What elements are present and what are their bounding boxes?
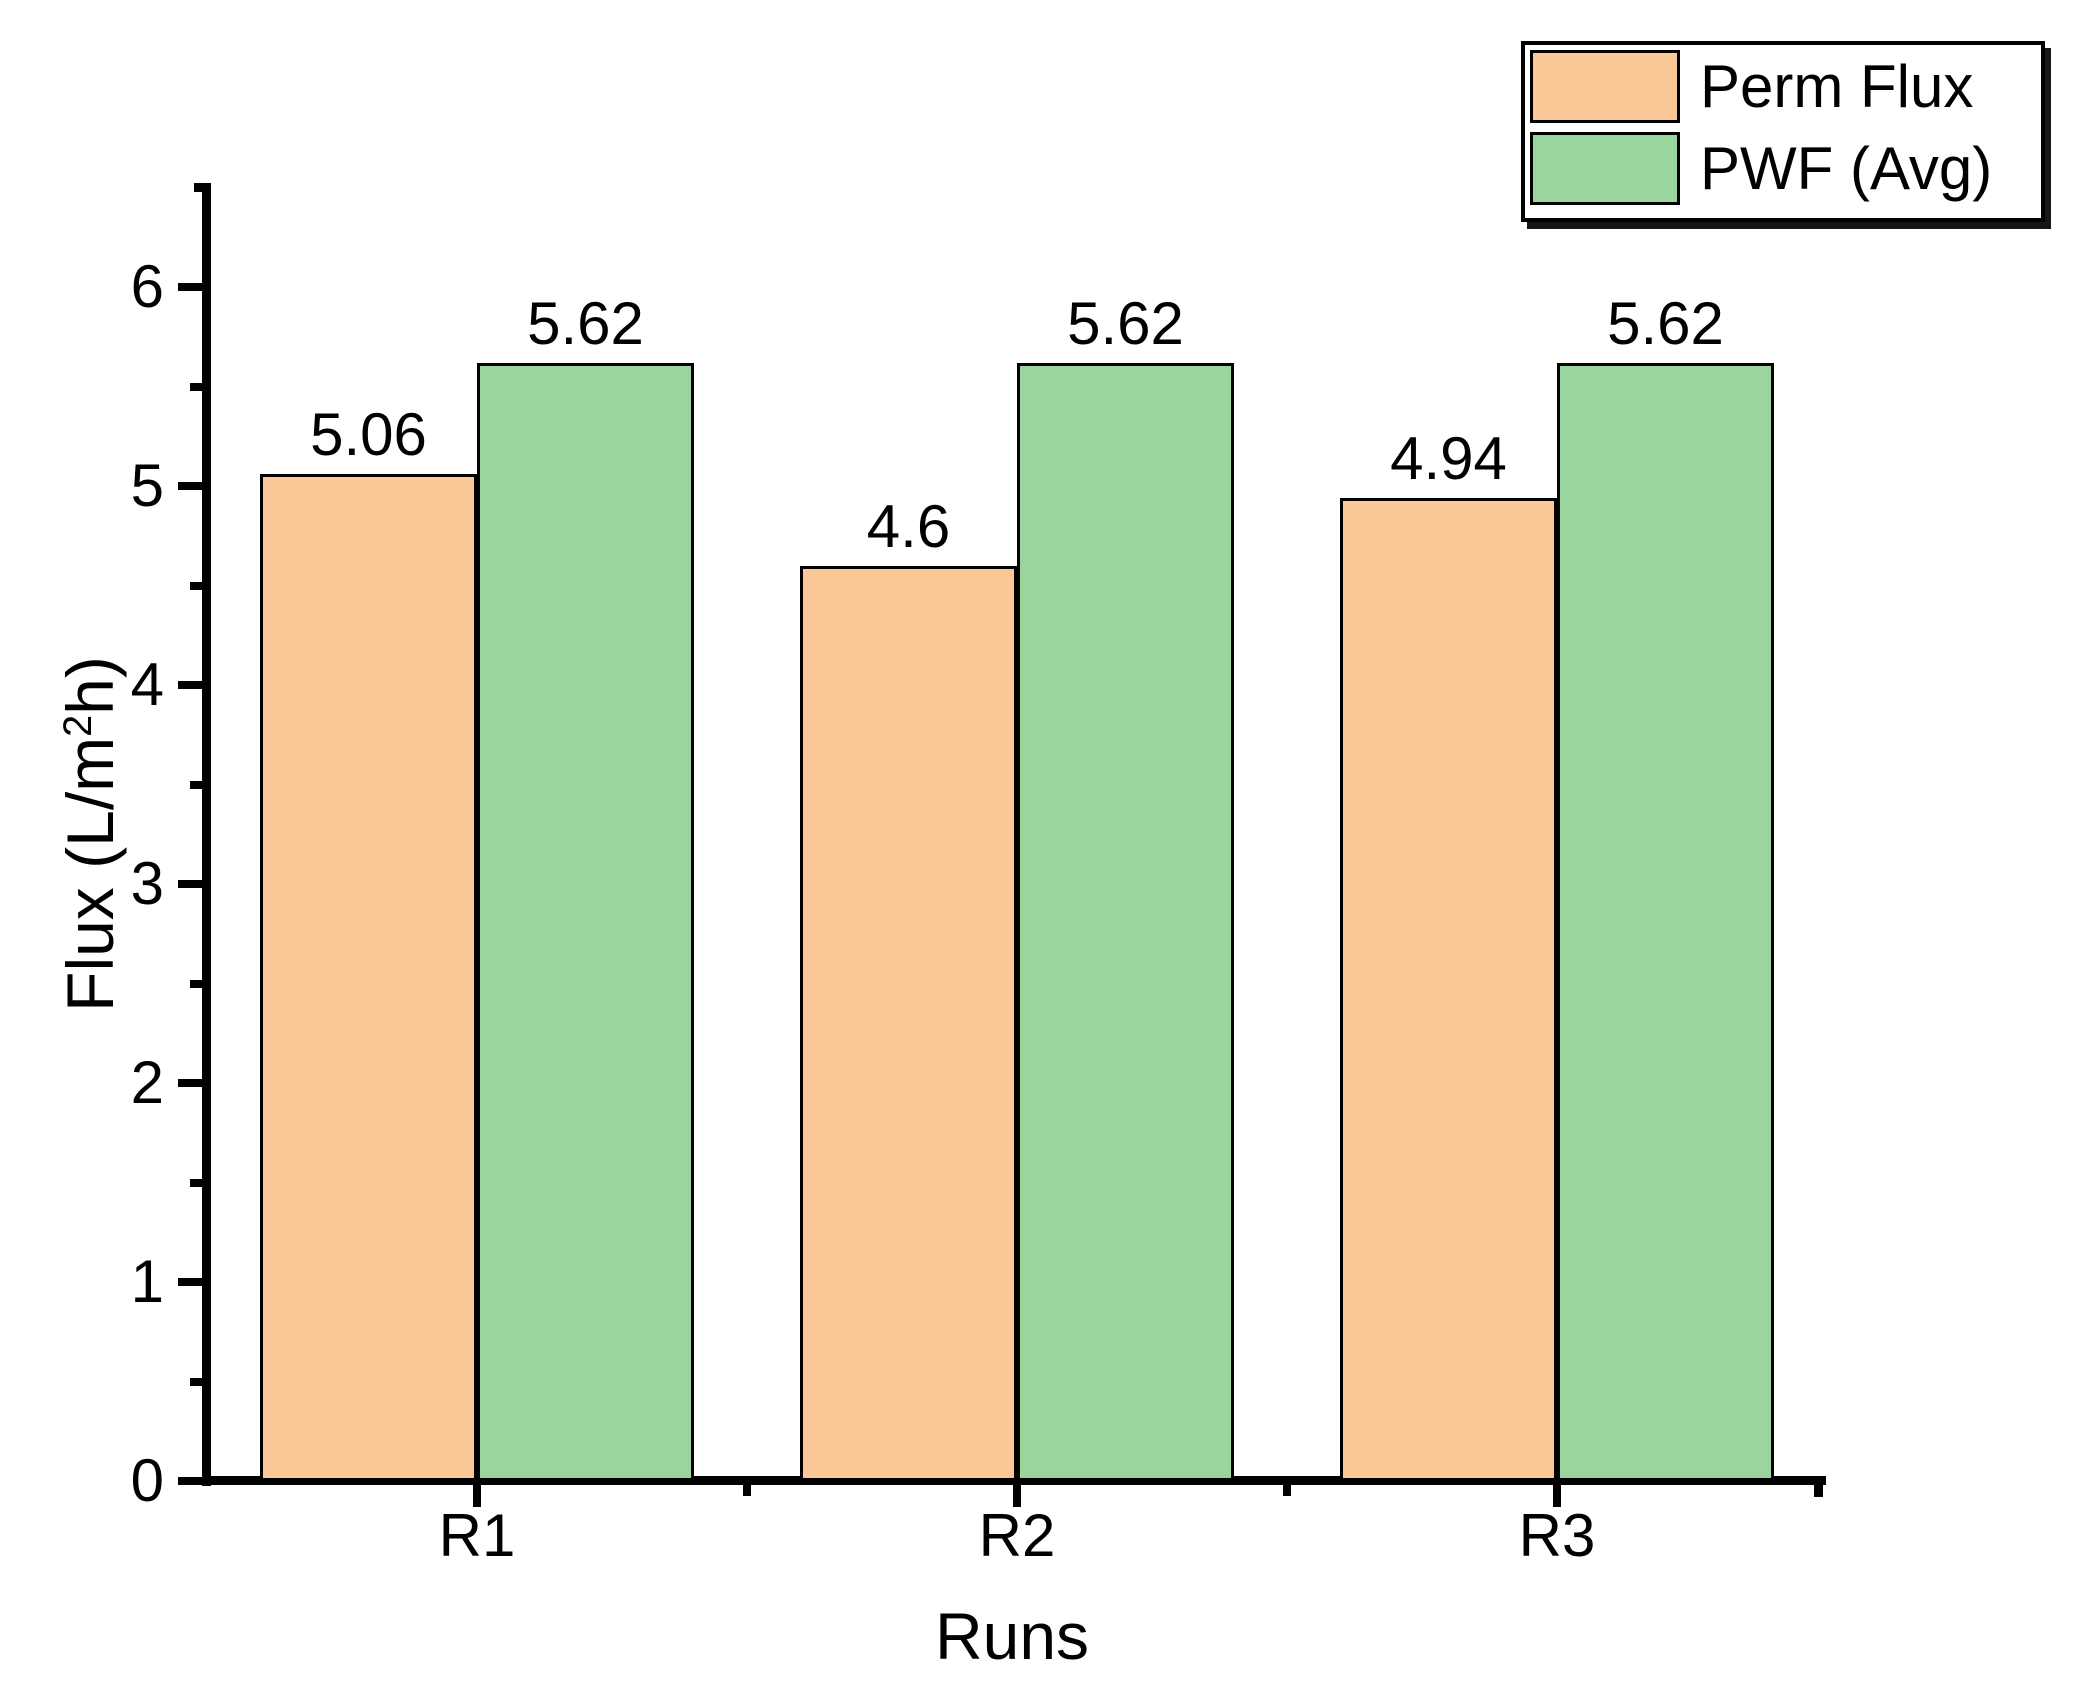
y-axis-end-cap: [194, 183, 211, 192]
x-minor-tick: [1283, 1485, 1291, 1496]
legend-row: PWF (Avg): [1530, 132, 2036, 205]
bar-perm-flux-r3: [1340, 497, 1557, 1481]
x-category-label: R1: [438, 1502, 516, 1569]
x-major-tick: [1013, 1485, 1021, 1507]
bar-value-label: 4.94: [1390, 424, 1507, 492]
y-tick-label: 6: [130, 253, 164, 320]
y-minor-tick: [190, 780, 202, 789]
y-tick-label: 4: [130, 651, 164, 718]
y-tick-label: 0: [130, 1447, 164, 1514]
y-minor-tick: [190, 382, 202, 391]
bar-pwf-avg-r2: [1017, 362, 1234, 1481]
y-axis-title: Flux (L/m2h): [42, 484, 127, 1184]
bar-value-label: 5.62: [527, 289, 644, 357]
bar-perm-flux-r1: [260, 474, 477, 1481]
y-minor-tick: [190, 1178, 202, 1187]
x-axis-end-cap: [1814, 1476, 1823, 1497]
y-major-tick: [178, 1079, 202, 1087]
y-major-tick: [178, 681, 202, 689]
y-minor-tick: [190, 581, 202, 590]
y-axis-title-text: Flux (L/m: [52, 736, 127, 1012]
legend-label: PWF (Avg): [1700, 134, 1993, 202]
y-major-tick: [178, 1278, 202, 1286]
y-major-tick: [178, 880, 202, 888]
x-category-label: R3: [1518, 1502, 1596, 1569]
bar-value-label: 5.62: [1607, 289, 1724, 357]
x-major-tick: [1553, 1485, 1561, 1507]
y-tick-label: 2: [130, 1049, 164, 1116]
bar-perm-flux-r2: [800, 565, 1017, 1481]
bar-value-label: 5.62: [1067, 289, 1184, 357]
x-major-tick: [473, 1485, 481, 1507]
x-minor-tick: [743, 1485, 751, 1496]
y-minor-tick: [190, 1377, 202, 1386]
y-axis-title-superscript: 2: [56, 714, 100, 737]
x-axis-title: Runs: [934, 1599, 1090, 1673]
bar-pwf-avg-r3: [1557, 362, 1774, 1481]
y-axis-title-text-end: h): [52, 656, 127, 715]
legend-swatch-pwf-avg: [1530, 132, 1680, 205]
y-tick-label: 5: [130, 452, 164, 519]
legend-swatch-perm-flux: [1530, 50, 1680, 123]
y-minor-tick: [190, 979, 202, 988]
legend-row: Perm Flux: [1530, 50, 2036, 123]
y-tick-label: 1: [130, 1248, 164, 1315]
bar-value-label: 5.06: [310, 401, 427, 469]
bar-pwf-avg-r1: [477, 362, 694, 1481]
legend-label: Perm Flux: [1700, 52, 1974, 120]
y-tick-label: 3: [130, 850, 164, 917]
legend: Perm Flux PWF (Avg): [1521, 41, 2045, 222]
y-major-tick: [178, 1477, 202, 1485]
y-axis-line: [202, 183, 211, 1486]
y-major-tick: [178, 283, 202, 291]
x-category-label: R2: [978, 1502, 1056, 1569]
y-major-tick: [178, 482, 202, 490]
bar-value-label: 4.6: [866, 492, 951, 560]
